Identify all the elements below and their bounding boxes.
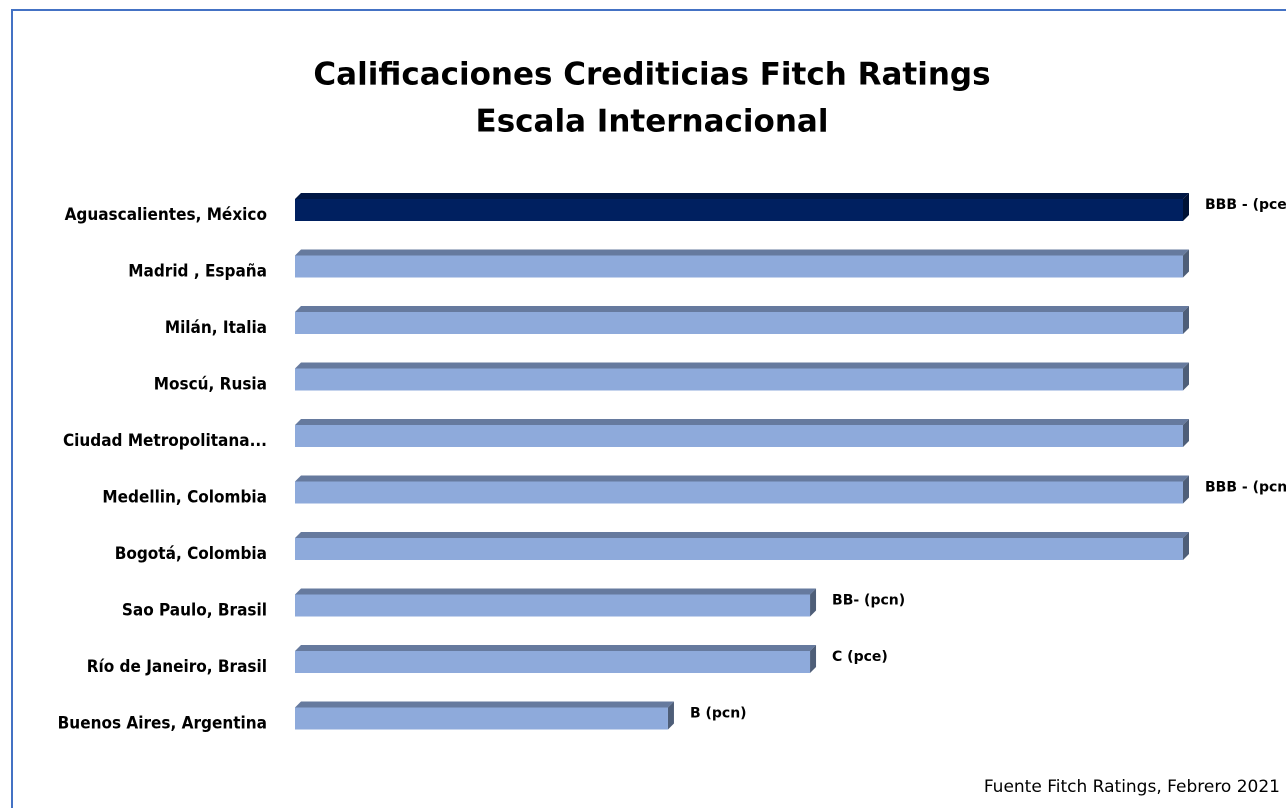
source-note: Fuente Fitch Ratings, Febrero 2021 xyxy=(984,777,1280,797)
y-tick-label: Aguascalientes, México xyxy=(65,205,267,225)
y-tick-label: Bogotá, Colombia xyxy=(115,544,267,564)
bar-side xyxy=(1183,306,1189,334)
value-label: B (pcn) xyxy=(690,706,747,722)
y-tick-label: Río de Janeiro, Brasil xyxy=(87,657,267,677)
y-tick-label: Milán, Italia xyxy=(165,318,267,338)
bar-top xyxy=(295,193,1189,199)
bar xyxy=(295,707,668,730)
y-tick-label: Ciudad Metropolitana... xyxy=(63,431,267,451)
bar-side xyxy=(810,645,817,673)
bar-side xyxy=(1183,193,1189,221)
bar-top xyxy=(295,249,1189,256)
bar-side xyxy=(1183,419,1189,447)
chart-subtitle: Escala Internacional xyxy=(476,104,829,140)
chart-title: Calificaciones Crediticias Fitch Ratings xyxy=(313,57,990,93)
bar xyxy=(295,594,811,617)
bar-top xyxy=(295,588,817,595)
value-label: C (pce) xyxy=(832,649,888,665)
y-tick-label: Madrid , España xyxy=(128,262,267,282)
y-tick-label: Moscú, Rusia xyxy=(154,375,267,395)
bar-side xyxy=(810,588,817,617)
y-tick-label: Medellin, Colombia xyxy=(102,488,267,508)
bar-side xyxy=(667,701,674,730)
bar-top xyxy=(295,701,674,708)
bar-top xyxy=(295,306,1189,312)
bar xyxy=(295,425,1183,447)
value-label: BBB - (pcn) xyxy=(1205,480,1286,496)
bar xyxy=(295,199,1183,221)
bar-top xyxy=(295,532,1189,538)
value-label: BBB - (pce) xyxy=(1205,197,1286,213)
bar-top xyxy=(295,362,1189,369)
bar-side xyxy=(1183,249,1189,278)
y-tick-label: Buenos Aires, Argentina xyxy=(58,714,267,734)
bar xyxy=(295,538,1183,560)
frame xyxy=(11,9,1286,808)
bar xyxy=(295,368,1183,391)
bar-top xyxy=(295,645,817,651)
bar-side xyxy=(1183,532,1189,560)
bar xyxy=(295,651,811,673)
bar-side xyxy=(1183,362,1189,391)
bar-top xyxy=(295,419,1189,425)
bar xyxy=(295,312,1183,334)
bar-side xyxy=(1183,475,1189,504)
bar xyxy=(295,255,1183,278)
bar xyxy=(295,481,1183,504)
bar-top xyxy=(295,475,1189,482)
y-tick-label: Sao Paulo, Brasil xyxy=(122,601,267,621)
value-label: BB- (pcn) xyxy=(832,593,905,609)
